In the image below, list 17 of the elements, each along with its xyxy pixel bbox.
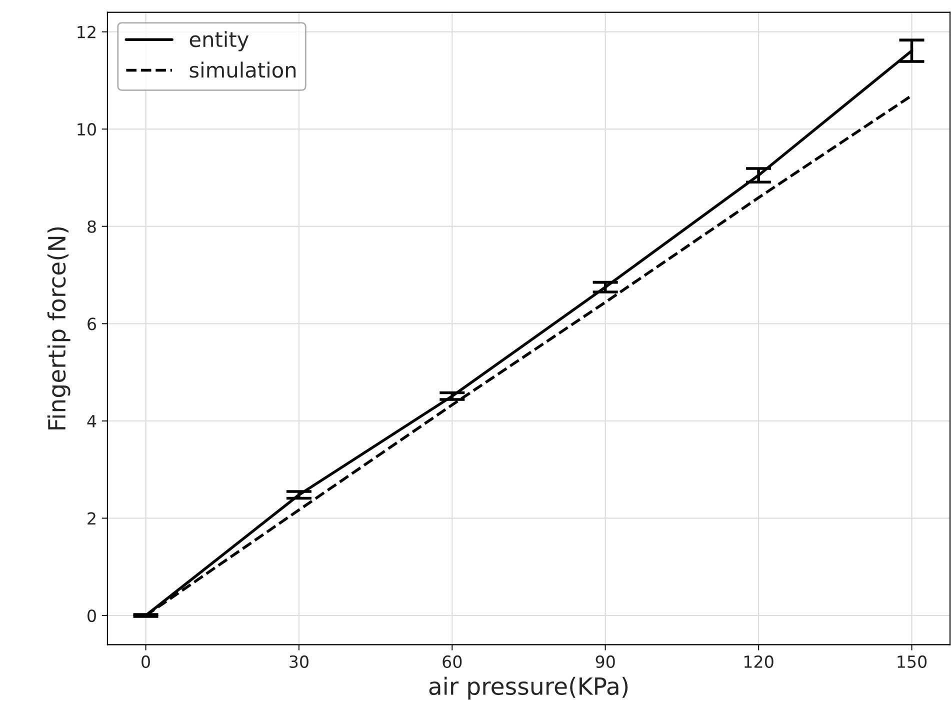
x-tick-label: 90 [596,655,615,668]
x-axis-title: air pressure(KPa) [429,676,628,700]
x-tick-label: 120 [744,655,774,668]
y-tick-label: 6 [88,318,96,330]
y-tick-label: 2 [88,512,96,525]
y-tick-label: 12 [78,26,96,38]
y-tick-label: 8 [88,220,96,233]
x-tick-label: 0 [142,655,150,668]
legend-label: entity [190,31,249,52]
x-tick-label: 30 [290,655,308,668]
x-tick-label: 150 [898,655,927,668]
y-tick-label: 0 [88,609,96,622]
y-tick-label: 4 [87,415,96,428]
y-axis-title: Fingertip force(N) [47,227,70,430]
x-tick-label: 60 [442,655,462,668]
legend-label: simulation [190,62,296,78]
y-tick-label: 10 [78,123,96,136]
